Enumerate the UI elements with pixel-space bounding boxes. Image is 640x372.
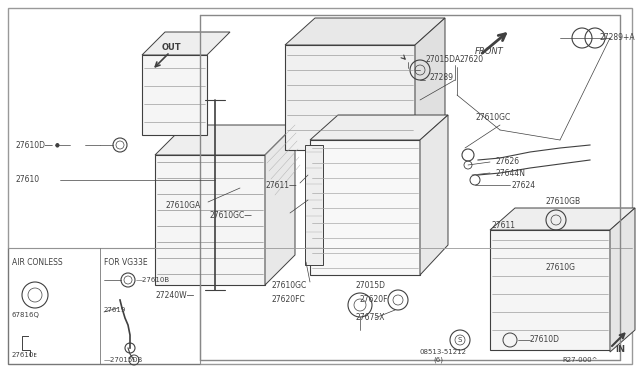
Polygon shape	[310, 115, 448, 140]
Polygon shape	[415, 18, 445, 148]
Text: 27289+A: 27289+A	[600, 33, 636, 42]
Bar	[310, 140, 420, 275]
Text: R27-000^: R27-000^	[563, 357, 598, 363]
Text: 27610GC—: 27610GC—	[210, 211, 253, 219]
Bar	[155, 155, 265, 285]
Text: 27675X: 27675X	[355, 314, 385, 323]
Text: 27610D―: 27610D―	[16, 141, 54, 150]
Text: 27289: 27289	[430, 74, 454, 83]
Text: 27610D: 27610D	[530, 336, 560, 344]
Text: 27610G: 27610G	[545, 263, 575, 273]
Text: 27611: 27611	[492, 221, 516, 230]
Text: 08513-51212: 08513-51212	[420, 349, 467, 355]
Text: ●: ●	[55, 142, 60, 148]
Text: 27015DA: 27015DA	[425, 55, 460, 64]
Bar	[8, 248, 200, 364]
Text: 27610: 27610	[16, 176, 40, 185]
Text: 27620F: 27620F	[360, 295, 388, 305]
Text: 27644N: 27644N	[495, 169, 525, 177]
Text: 27610GA: 27610GA	[165, 201, 200, 209]
Text: 67816Q: 67816Q	[12, 312, 40, 318]
Text: S: S	[458, 337, 462, 343]
Text: 27620: 27620	[460, 55, 484, 64]
Text: 27624: 27624	[512, 180, 536, 189]
Text: 27610GC: 27610GC	[475, 113, 510, 122]
Text: —27015DB: —27015DB	[104, 357, 143, 363]
Polygon shape	[610, 208, 635, 352]
Bar	[490, 230, 610, 350]
Polygon shape	[420, 115, 448, 275]
Polygon shape	[142, 32, 230, 55]
Text: 27619: 27619	[104, 307, 126, 313]
Text: OUT: OUT	[162, 42, 182, 51]
Text: 27240W—: 27240W—	[155, 291, 195, 299]
Text: 27610GB: 27610GB	[545, 198, 580, 206]
Text: (6): (6)	[433, 357, 443, 363]
Polygon shape	[155, 125, 295, 155]
Text: 27611—: 27611—	[266, 180, 298, 189]
Polygon shape	[265, 125, 295, 285]
Bar	[305, 145, 323, 265]
Text: 27626: 27626	[495, 157, 519, 167]
Polygon shape	[490, 208, 635, 230]
Text: FOR VG33E: FOR VG33E	[104, 258, 148, 267]
Polygon shape	[285, 18, 445, 45]
Bar	[285, 45, 415, 150]
Text: 27015D: 27015D	[355, 280, 385, 289]
Bar	[142, 55, 207, 135]
Text: 27610ᴇ: 27610ᴇ	[12, 352, 38, 358]
Text: AIR CONLESS: AIR CONLESS	[12, 258, 63, 267]
Text: IN: IN	[615, 346, 625, 355]
Text: 27610GC: 27610GC	[272, 280, 307, 289]
Text: 27620FC: 27620FC	[272, 295, 306, 305]
Text: —27610B: —27610B	[136, 277, 170, 283]
Text: FRONT: FRONT	[475, 48, 504, 57]
